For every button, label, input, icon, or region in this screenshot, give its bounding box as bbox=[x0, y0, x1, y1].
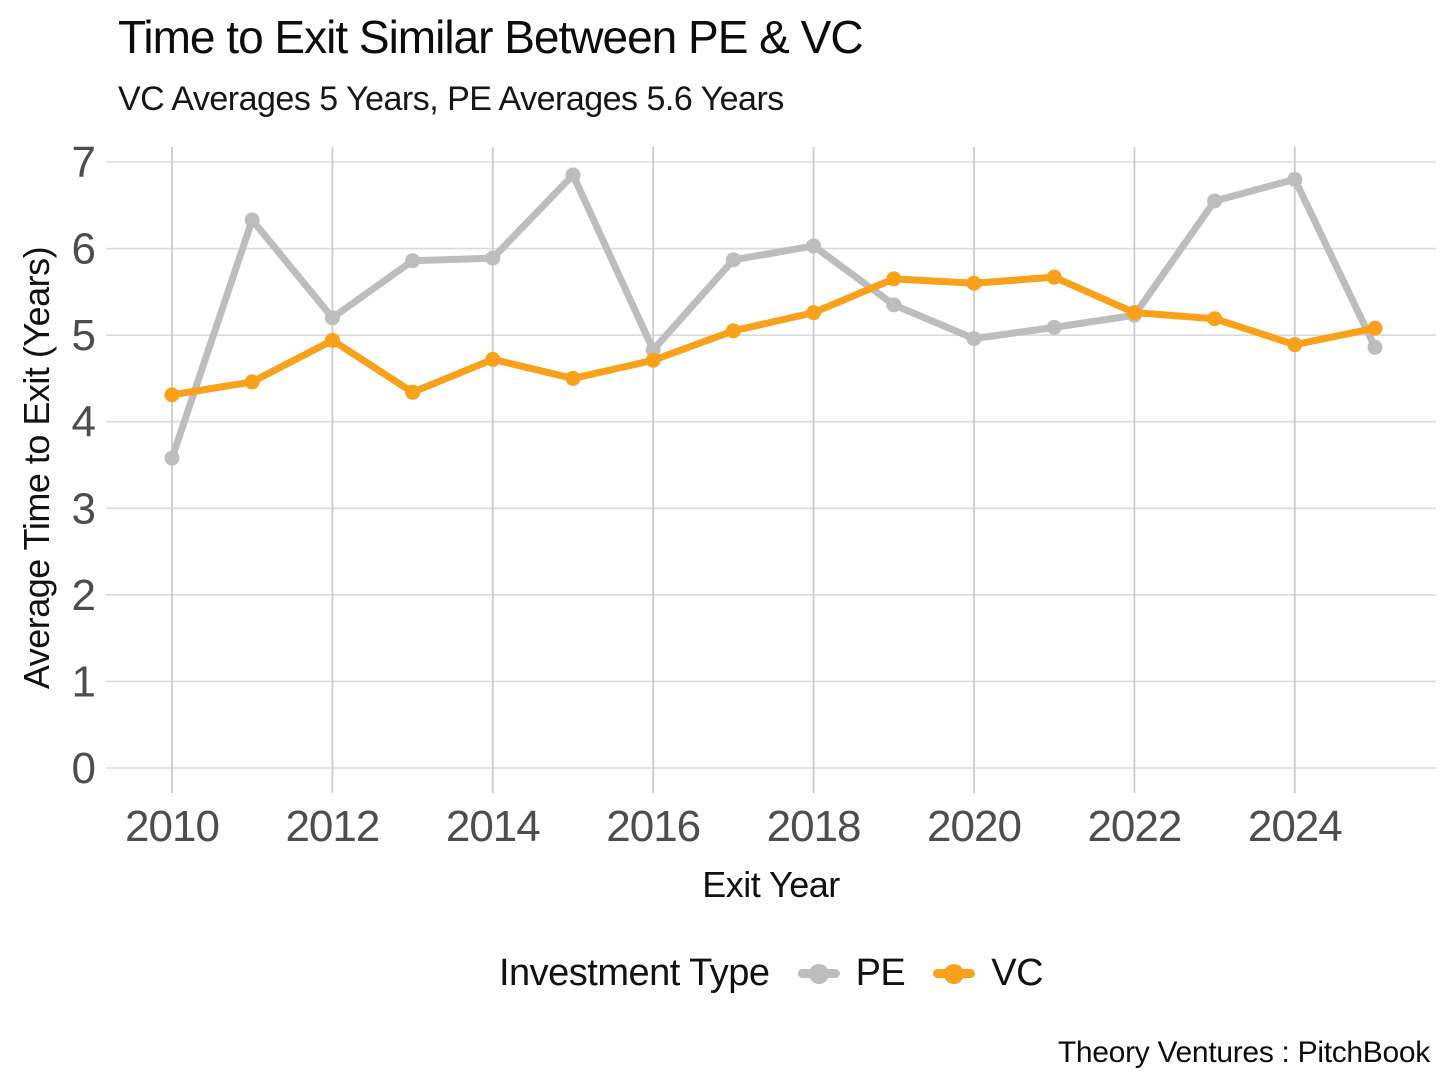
legend-item-vc: VC bbox=[933, 952, 1044, 995]
pe-line bbox=[168, 171, 1379, 462]
vc-point bbox=[806, 305, 822, 321]
chart-subtitle: VC Averages 5 Years, PE Averages 5.6 Yea… bbox=[118, 80, 784, 118]
vc-point bbox=[565, 370, 581, 386]
vc-point bbox=[244, 374, 260, 390]
legend-label-pe: PE bbox=[855, 952, 906, 994]
pe-point bbox=[886, 297, 902, 313]
vc-point bbox=[1367, 320, 1383, 336]
pe-point bbox=[244, 212, 260, 228]
vc-point bbox=[1126, 305, 1142, 321]
x-tick-label: 2016 bbox=[606, 802, 700, 851]
vc-point bbox=[405, 384, 421, 400]
vc-series-dot-icon bbox=[944, 963, 965, 984]
vc-point bbox=[324, 332, 340, 348]
x-tick-label: 2012 bbox=[285, 802, 379, 851]
pe-point bbox=[1046, 319, 1062, 335]
pe-point bbox=[565, 167, 581, 183]
y-tick-label: 6 bbox=[72, 225, 95, 274]
legend-title: Investment Type bbox=[498, 952, 770, 994]
vc-point bbox=[1207, 311, 1223, 327]
vc-point bbox=[725, 323, 741, 339]
pe-point bbox=[1367, 339, 1383, 355]
y-tick-label: 2 bbox=[72, 571, 95, 620]
pe-point bbox=[1207, 193, 1223, 209]
footer-credit: Theory Ventures : PitchBook bbox=[1057, 1036, 1430, 1069]
y-tick-label: 5 bbox=[72, 311, 95, 360]
vc-point bbox=[485, 351, 501, 367]
x-tick-label: 2010 bbox=[125, 802, 219, 851]
pe-point bbox=[324, 310, 340, 326]
y-tick-label: 0 bbox=[72, 744, 95, 793]
vc-point bbox=[164, 387, 180, 403]
vc-point bbox=[1287, 337, 1303, 353]
y-tick-label: 1 bbox=[72, 657, 95, 706]
y-tick-label: 7 bbox=[72, 138, 95, 187]
pe-point bbox=[405, 253, 421, 269]
y-axis-label: Average Time to Exit (Years) bbox=[16, 246, 57, 690]
chart-title: Time to Exit Similar Between PE & VC bbox=[118, 11, 864, 63]
vc-line bbox=[168, 273, 1379, 399]
legend-label-vc: VC bbox=[991, 952, 1044, 994]
x-tick-label: 2022 bbox=[1087, 802, 1181, 851]
pe-point bbox=[485, 250, 501, 266]
pe-point bbox=[966, 331, 982, 347]
vc-point bbox=[886, 271, 902, 287]
pe-point bbox=[164, 450, 180, 466]
vc-point bbox=[645, 352, 661, 368]
x-axis-label: Exit Year bbox=[702, 864, 840, 905]
x-tick-label: 2020 bbox=[927, 802, 1021, 851]
vc-series-marker-icon bbox=[933, 963, 976, 984]
x-tick-label: 2018 bbox=[767, 802, 861, 851]
x-tick-label: 2024 bbox=[1248, 802, 1342, 851]
y-tick-label: 4 bbox=[72, 398, 96, 447]
pe-series-marker-icon bbox=[797, 963, 840, 984]
pe-series-dot-icon bbox=[808, 963, 829, 984]
pe-point bbox=[725, 252, 741, 268]
legend: Investment Type PE VC bbox=[498, 952, 1044, 995]
y-tick-label: 3 bbox=[72, 484, 95, 533]
pe-point bbox=[1287, 171, 1303, 187]
pe-point bbox=[806, 238, 822, 254]
vc-point bbox=[1046, 269, 1062, 285]
legend-item-pe: PE bbox=[797, 952, 906, 995]
pe-point bbox=[645, 342, 661, 358]
vc-point bbox=[966, 275, 982, 291]
x-tick-label: 2014 bbox=[446, 802, 540, 851]
